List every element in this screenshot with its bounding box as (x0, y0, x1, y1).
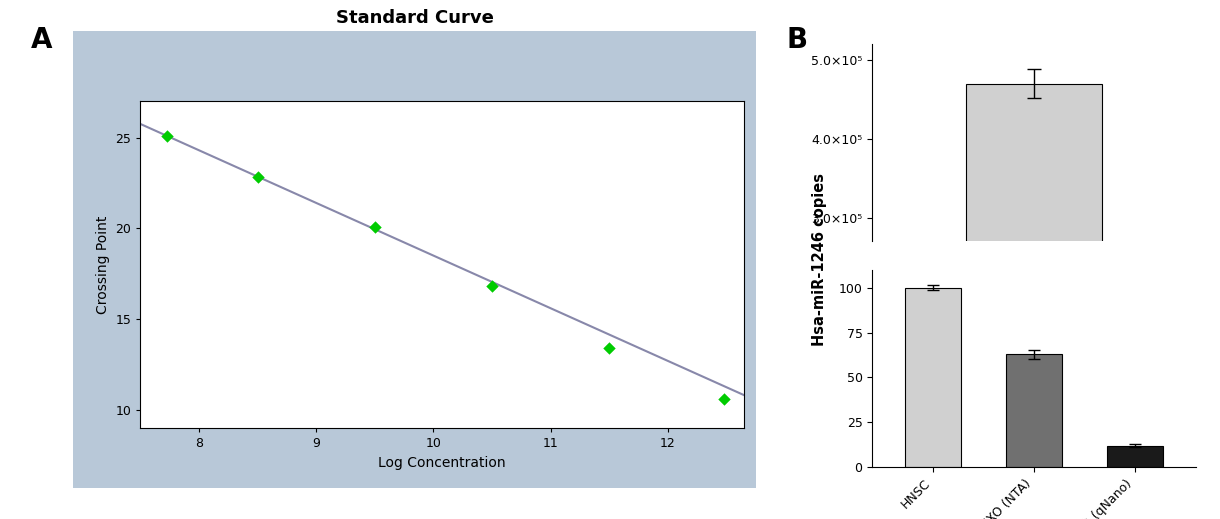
Text: A: A (30, 26, 52, 54)
Title: Standard Curve: Standard Curve (336, 9, 494, 27)
Point (482, 282, 501, 291)
Point (157, 132, 177, 140)
Bar (965, 84, 1103, 454)
Y-axis label: Crossing Point: Crossing Point (96, 215, 110, 314)
Point (715, 395, 734, 403)
Point (365, 223, 384, 231)
X-axis label: Log Concentration: Log Concentration (378, 456, 506, 470)
Bar (1108, 446, 1163, 467)
Bar (1006, 354, 1061, 467)
Text: Hsa-miR-1246 copies: Hsa-miR-1246 copies (813, 173, 827, 346)
Text: B: B (787, 26, 808, 54)
Point (248, 173, 267, 182)
Point (599, 344, 619, 352)
Bar (905, 288, 960, 467)
